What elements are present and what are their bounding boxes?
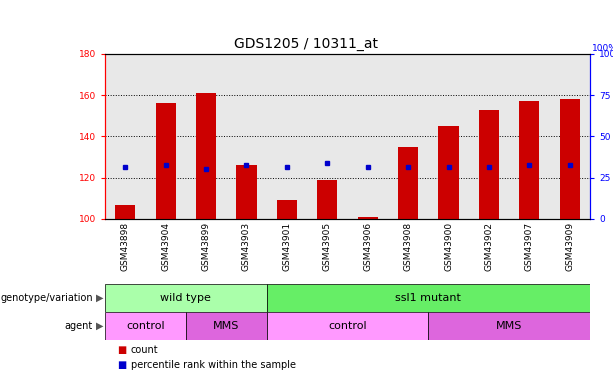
Text: GSM43900: GSM43900 <box>444 222 453 272</box>
Bar <box>196 93 216 219</box>
Text: ■: ■ <box>117 360 126 370</box>
Text: ■: ■ <box>117 345 126 355</box>
Text: 100%: 100% <box>592 44 613 53</box>
Bar <box>519 101 539 219</box>
Bar <box>267 312 428 340</box>
Text: GSM43898: GSM43898 <box>121 222 130 272</box>
Bar <box>317 180 337 219</box>
Text: wild type: wild type <box>161 293 211 303</box>
Bar <box>428 312 590 340</box>
Bar <box>438 126 459 219</box>
Text: GSM43907: GSM43907 <box>525 222 534 272</box>
Text: agent: agent <box>65 321 93 331</box>
Text: GSM43902: GSM43902 <box>484 222 493 271</box>
Text: GSM43904: GSM43904 <box>161 222 170 271</box>
Bar <box>277 200 297 219</box>
Text: genotype/variation: genotype/variation <box>1 293 93 303</box>
Text: count: count <box>131 345 158 355</box>
Bar <box>105 284 267 312</box>
Text: percentile rank within the sample: percentile rank within the sample <box>131 360 295 370</box>
Text: MMS: MMS <box>213 321 240 331</box>
Text: GSM43909: GSM43909 <box>565 222 574 272</box>
Bar <box>479 110 499 219</box>
Bar <box>186 312 267 340</box>
Text: GSM43908: GSM43908 <box>403 222 413 272</box>
Bar <box>156 104 176 219</box>
Text: GSM43905: GSM43905 <box>323 222 332 272</box>
Text: GSM43903: GSM43903 <box>242 222 251 272</box>
Bar <box>267 284 590 312</box>
Text: GSM43899: GSM43899 <box>202 222 210 272</box>
Bar <box>357 217 378 219</box>
Bar <box>105 312 186 340</box>
Bar <box>560 99 580 219</box>
Bar <box>398 147 418 219</box>
Text: GSM43906: GSM43906 <box>364 222 372 272</box>
Text: ssl1 mutant: ssl1 mutant <box>395 293 461 303</box>
Text: control: control <box>328 321 367 331</box>
Text: MMS: MMS <box>496 321 522 331</box>
Text: GDS1205 / 10311_at: GDS1205 / 10311_at <box>235 37 378 51</box>
Text: ▶: ▶ <box>96 321 104 331</box>
Text: GSM43901: GSM43901 <box>283 222 291 272</box>
Bar <box>237 165 257 219</box>
Text: control: control <box>126 321 165 331</box>
Text: ▶: ▶ <box>96 293 104 303</box>
Bar <box>115 204 135 219</box>
